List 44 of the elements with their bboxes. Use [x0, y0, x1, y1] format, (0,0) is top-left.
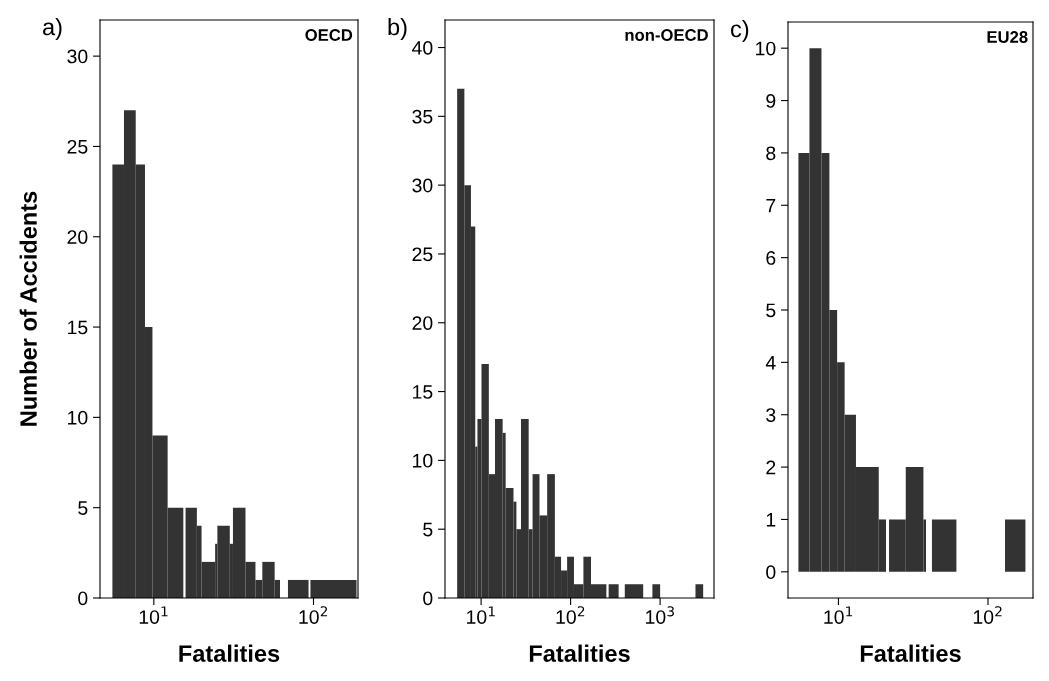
y-tick-label: 40: [412, 40, 433, 55]
y-tick-label: 7: [766, 198, 776, 213]
x-tick-label: 10$^{1}$: [824, 606, 853, 624]
y-tick-label: 5: [78, 501, 88, 515]
y-tick-label: 6: [766, 251, 776, 265]
y-tick-label: 0: [423, 591, 433, 606]
x-axis-title: Fatalities: [529, 644, 630, 662]
y-tick-label: 30: [67, 49, 88, 64]
y-axis-title: Number of Accidents: [19, 191, 37, 426]
text: b): [388, 18, 407, 40]
y-tick-label: 5: [423, 522, 433, 537]
x-axis-title: Fatalities: [179, 644, 280, 662]
y-tick-label: 25: [412, 247, 433, 262]
y-tick-label: 20: [67, 230, 88, 244]
x-tick-label: 10$^{2}$: [556, 606, 585, 624]
y-tick-label: 15: [68, 320, 88, 335]
y-tick-label: 25: [67, 139, 88, 154]
y-tick-label: 8: [766, 146, 776, 161]
y-tick-label: 4: [765, 356, 776, 370]
y-tick-label: 30: [412, 178, 433, 193]
y-tick-label: 0: [766, 565, 776, 580]
y-tick-label: 5: [766, 303, 776, 318]
y-tick-label: 2: [766, 460, 776, 475]
chart-title: EU28: [987, 31, 1028, 43]
y-tick-label: 10: [68, 410, 88, 425]
text: c): [731, 20, 749, 42]
x-axis-title: Fatalities: [860, 644, 961, 662]
y-tick-label: 9: [766, 94, 776, 108]
y-tick-label: 1: [766, 513, 776, 527]
text: a): [43, 18, 62, 40]
x-tick-label: 10$^{2}$: [299, 606, 328, 624]
x-tick-label: 10$^{3}$: [646, 606, 674, 624]
x-tick-label: 10$^{1}$: [139, 606, 168, 624]
y-tick-label: 15: [413, 385, 433, 399]
chart-title: non-OECD: [625, 29, 708, 41]
y-tick-label: 35: [412, 109, 433, 124]
x-tick-label: 10$^{1}$: [467, 606, 495, 624]
y-tick-label: 10: [413, 453, 433, 468]
x-tick-label: 10$^{2}$: [973, 606, 1002, 624]
y-tick-label: 20: [412, 316, 433, 330]
y-tick-label: 0: [78, 591, 88, 606]
chart-title: OECD: [305, 29, 353, 41]
y-tick-label: 3: [766, 408, 776, 422]
y-tick-label: 10: [756, 41, 776, 56]
